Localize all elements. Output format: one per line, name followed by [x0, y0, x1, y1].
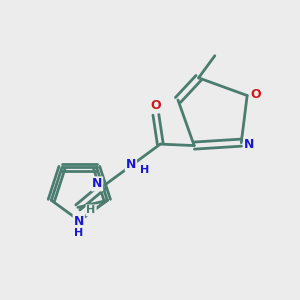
Text: N: N	[92, 177, 102, 190]
Text: O: O	[250, 88, 261, 100]
Text: N: N	[244, 138, 255, 151]
Text: N: N	[74, 215, 84, 228]
Text: H: H	[140, 165, 149, 175]
Text: H: H	[86, 206, 96, 215]
Text: N: N	[126, 158, 136, 171]
Text: H: H	[74, 228, 83, 238]
Text: O: O	[150, 99, 160, 112]
